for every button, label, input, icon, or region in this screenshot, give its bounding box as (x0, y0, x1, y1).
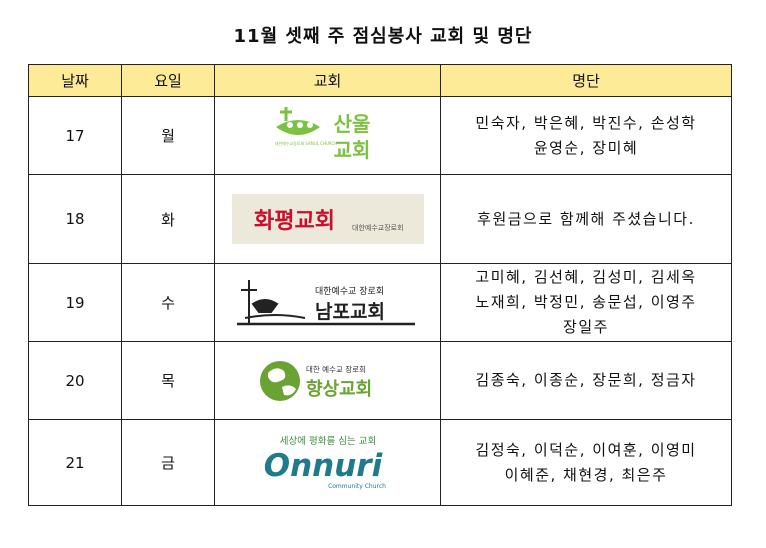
onnuri-logo-subtext: Community Church (328, 483, 386, 490)
names-line: 김정숙, 이덕순, 이여훈, 이영미 (475, 440, 697, 459)
header-date: 날짜 (28, 64, 122, 97)
table-row: 19 수 대한예수교 장로회 남포교회 고미혜, 김선혜, 김성미, 김세옥 (28, 263, 732, 342)
header-church: 교회 (214, 64, 441, 97)
names-line: 노재희, 박정민, 송문섭, 이영주 (475, 293, 697, 311)
nampo-logo-text: 남포교회 (315, 301, 385, 323)
table-header-row: 날짜 요일 교회 명단 (28, 64, 732, 97)
nampo-church-logo: 대한예수교 장로회 남포교회 (236, 279, 415, 325)
table-row: 20 목 대한 예수교 장로회 향상교회 김종숙, 이종순, 장문희, 정금자 (28, 341, 732, 420)
schedule-table: 날짜 요일 교회 명단 17 월 산울 (28, 64, 732, 506)
hwapyeong-logo-text: 화평교회 (254, 209, 335, 234)
hyangsang-church-logo: 대한 예수교 장로회 향상교회 (259, 360, 372, 401)
names-line: 김종숙, 이종순, 장문희, 정금자 (475, 371, 697, 389)
day-cell: 화 (121, 174, 215, 264)
sanol-church-logo: 산울 교회 대한예수교장로회 SANUL CHURCH (274, 106, 370, 162)
date-cell: 21 (28, 419, 122, 506)
church-cell: 대한 예수교 장로회 향상교회 (214, 341, 441, 420)
names-line: 고미혜, 김선혜, 김성미, 김세옥 (475, 268, 697, 286)
names-cell: 후원금으로 함께해 주셨습니다. (440, 174, 732, 264)
page-title: 11월 셋째 주 점심봉사 교회 및 명단 (233, 26, 533, 47)
church-cell: 산울 교회 대한예수교장로회 SANUL CHURCH (214, 96, 441, 175)
names-cell: 고미혜, 김선혜, 김성미, 김세옥 노재희, 박정민, 송문섭, 이영주 장일… (440, 263, 732, 342)
table-row: 17 월 산울 교회 대한예수교장로회 SANUL CHURCH (28, 96, 732, 175)
day-cell: 금 (121, 419, 215, 506)
date-cell: 19 (28, 263, 122, 342)
sanol-logo-subtext: 대한예수교장로회 SANUL CHURCH (274, 140, 337, 146)
date-cell: 18 (28, 174, 122, 264)
church-cell: 화평교회 대한예수교장로회 (214, 174, 441, 264)
names-line: 이혜준, 채현경, 최은주 (504, 465, 668, 484)
hyangsang-logo-text: 향상교회 (306, 379, 372, 400)
onnuri-church-logo: 세상에 평화를 심는 교회 Onnuri Community Church (263, 436, 386, 490)
date-cell: 17 (28, 96, 122, 175)
names-line: 장일주 (563, 318, 609, 336)
hwapyeong-church-logo: 화평교회 대한예수교장로회 (231, 194, 424, 244)
names-line: 후원금으로 함께해 주셨습니다. (477, 209, 695, 228)
header-names: 명단 (440, 64, 732, 97)
day-cell: 수 (121, 263, 215, 342)
church-cell: 세상에 평화를 심는 교회 Onnuri Community Church (214, 419, 441, 506)
day-cell: 월 (121, 96, 215, 175)
names-cell: 민숙자, 박은혜, 박진수, 손성학 윤영순, 장미혜 (440, 96, 732, 175)
date-cell: 20 (28, 341, 122, 420)
sanol-logo-text2: 교회 (333, 138, 370, 162)
hwapyeong-logo-subtext: 대한예수교장로회 (352, 223, 404, 232)
names-line: 민숙자, 박은혜, 박진수, 손성학 (475, 113, 697, 132)
table-row: 21 금 세상에 평화를 심는 교회 Onnuri Community Chur… (28, 419, 732, 506)
onnuri-logo-text: Onnuri (263, 448, 382, 484)
church-cell: 대한예수교 장로회 남포교회 (214, 263, 441, 342)
table-row: 18 화 화평교회 대한예수교장로회 후원금으로 함께해 주셨습니다. (28, 174, 732, 264)
names-cell: 김종숙, 이종순, 장문희, 정금자 (440, 341, 732, 420)
names-cell: 김정숙, 이덕순, 이여훈, 이영미 이혜준, 채현경, 최은주 (440, 419, 732, 506)
sanol-logo-text1: 산울 (333, 112, 370, 136)
onnuri-logo-tagline: 세상에 평화를 심는 교회 (279, 436, 375, 447)
day-cell: 목 (121, 341, 215, 420)
hyangsang-logo-subtext: 대한 예수교 장로회 (306, 364, 366, 374)
header-day: 요일 (121, 64, 215, 97)
nampo-logo-subtext: 대한예수교 장로회 (315, 286, 384, 297)
names-line: 윤영순, 장미혜 (533, 138, 639, 157)
